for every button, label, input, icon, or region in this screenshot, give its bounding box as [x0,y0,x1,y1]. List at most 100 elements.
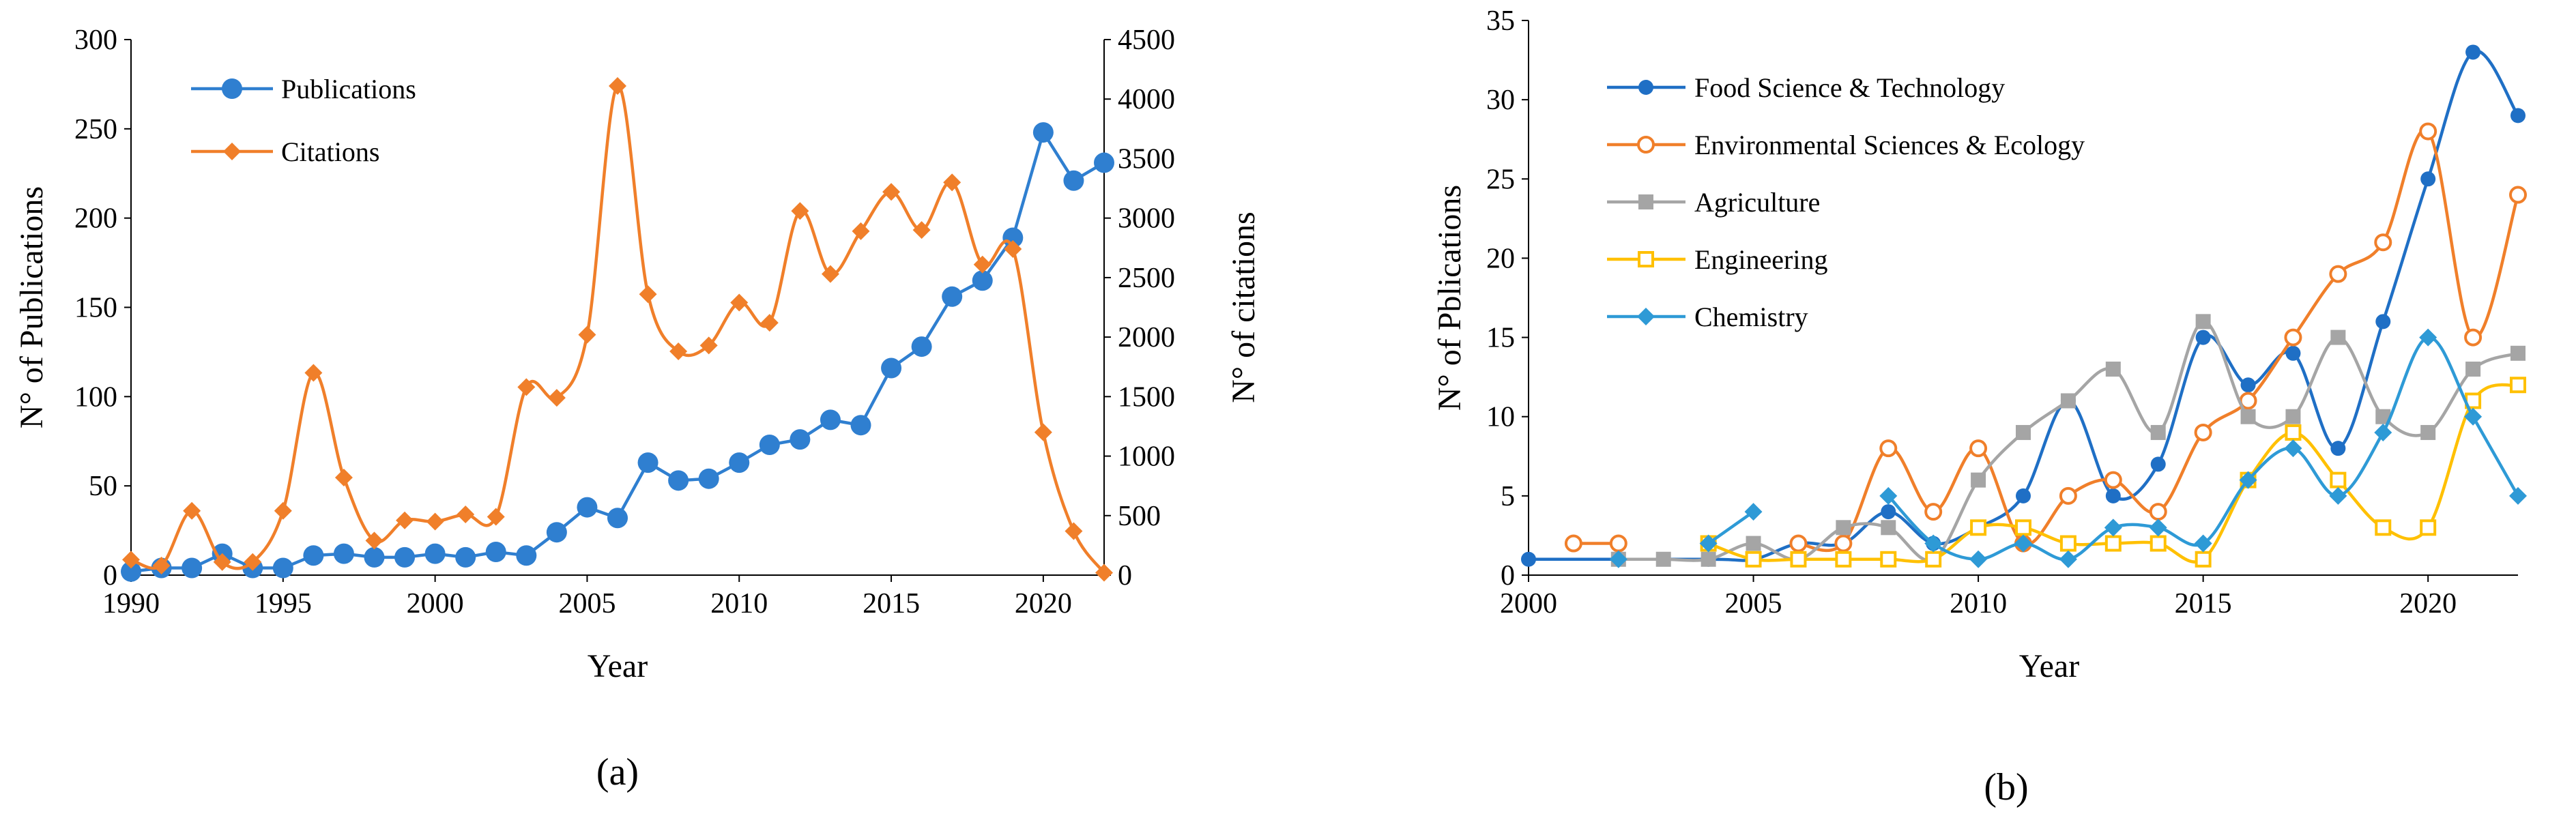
data-point [1744,503,1763,521]
data-point [2330,471,2347,488]
data-point [2060,393,2076,409]
data-point [2059,535,2076,552]
legend-label: Citations [281,136,379,167]
data-point [2059,550,2077,568]
data-point [730,293,749,312]
data-point [122,551,140,569]
data-point [2104,471,2122,489]
data-point [2239,471,2257,489]
data-point [304,364,323,382]
data-point [182,557,203,579]
legend-item: Environmental Sciences & Ecology [1607,130,2085,160]
legend-swatch-marker [223,143,241,160]
data-point [912,221,931,239]
x-axis-title: Year [2019,648,2079,684]
y-left-tick-label: 50 [89,471,117,502]
data-point [1836,520,1851,536]
data-point [2509,186,2527,204]
data-point [607,508,628,529]
series-line [1529,49,2519,562]
data-point [1746,536,1761,551]
data-point [1032,122,1054,143]
data-point [2150,456,2166,472]
y-tick-label: 20 [1486,243,1515,274]
data-point [2375,314,2391,330]
data-point [213,553,231,571]
x-tick-label: 2020 [2399,588,2457,619]
data-point [1970,519,1987,536]
data-point [2374,233,2392,252]
data-point [637,452,659,473]
data-point [1924,534,1943,553]
data-point [2284,439,2302,458]
legend-swatch-marker [1637,136,1655,154]
data-point [2510,345,2526,361]
legend-label: Publications [281,74,416,104]
legend-label: Food Science & Technology [1694,72,2005,103]
series-food-science-technology [1521,44,2526,567]
data-point [2330,441,2346,456]
data-point [2059,486,2077,505]
data-point [1564,534,1582,553]
data-point [729,452,750,473]
data-point [2510,108,2526,123]
y-tick-label: 0 [1501,560,1515,591]
data-point [1971,472,1986,488]
data-point [396,511,414,529]
data-point [1063,170,1084,191]
legend-swatch-marker [1638,80,1653,95]
data-point [1034,423,1052,441]
data-point [2420,424,2436,440]
data-point [2149,503,2167,521]
legend-swatch-marker [1638,251,1654,267]
data-point [1004,240,1022,259]
y-right-tick-label: 3500 [1118,143,1175,175]
data-point [1609,550,1627,568]
legend: Food Science & Technology Environmental S… [1607,72,2085,332]
data-point [2195,314,2211,330]
data-point [1879,439,1898,458]
x-tick-label: 2010 [1950,588,2007,619]
data-point [2016,424,2031,440]
data-point [2195,551,2212,568]
y-axis-title: N° of Pblications [1432,185,1468,411]
data-point [760,314,779,332]
data-point [1835,551,1852,568]
y-left-tick-label: 250 [74,114,117,145]
data-point [2465,44,2481,60]
legend-item: Food Science & Technology [1607,72,2005,103]
data-point [852,222,870,240]
data-point [1969,439,1988,458]
y-axis-right-title: N° of citations [1226,211,1262,403]
data-point [669,342,688,361]
data-point [272,557,293,579]
data-point [821,265,839,283]
data-point [2284,328,2302,347]
data-point [2195,330,2211,345]
data-point [2150,424,2166,440]
x-tick-label: 2020 [1015,588,1072,619]
data-point [1094,152,1114,173]
chart-panel-a: 1990 1995 2000 2005 2010 2015 2020050100150200… [14,25,1262,793]
data-point [455,546,476,568]
panel-label-b: (b) [1984,766,2028,808]
series-line [130,84,1105,574]
data-point [942,286,963,307]
data-point [485,541,506,562]
y-right-tick-label: 4500 [1118,25,1175,56]
legend-item: Chemistry [1607,302,1808,332]
x-tick-label: 2005 [1725,588,1782,619]
data-point [790,429,811,450]
data-point [2420,171,2436,187]
data-point [1745,551,1762,568]
data-point [1655,551,1671,567]
data-point [2014,534,2032,553]
data-point [424,543,446,564]
data-point [2509,486,2527,505]
data-point [364,546,385,568]
data-point [881,357,902,379]
y-tick-label: 15 [1486,323,1515,354]
data-point [426,512,444,531]
data-point [2240,409,2256,424]
